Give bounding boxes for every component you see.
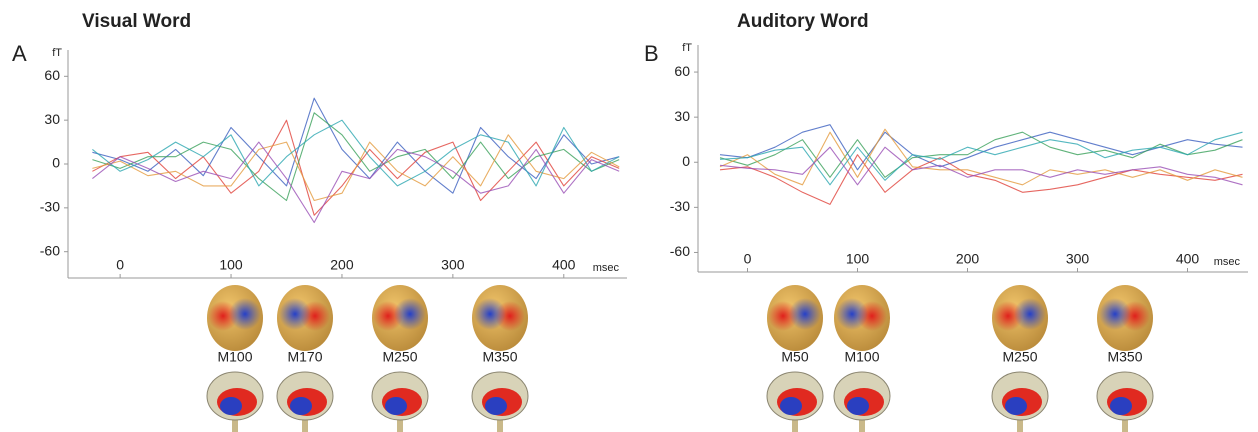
component-label: M100 <box>217 349 252 365</box>
trace <box>92 142 619 222</box>
component-label: M100 <box>844 349 879 365</box>
field-blue <box>1014 298 1046 330</box>
activation-blue <box>290 397 312 415</box>
y-tick-label: 60 <box>44 67 60 83</box>
activation-blue <box>1110 397 1132 415</box>
trace <box>720 132 1243 177</box>
chart-title: Auditory Word <box>737 11 869 32</box>
field-blue <box>279 298 311 330</box>
y-tick-label: 0 <box>682 153 690 169</box>
y-tick-label: 60 <box>674 63 690 79</box>
activation-blue <box>1005 397 1027 415</box>
x-axis-label: msec <box>593 262 620 274</box>
topography <box>277 285 333 351</box>
topography <box>372 285 428 351</box>
field-blue <box>836 298 868 330</box>
trace <box>720 129 1243 185</box>
x-tick-label: 200 <box>956 251 980 267</box>
field-blue <box>1099 298 1131 330</box>
figure: Visual WordAfTmsec-60-300306001002003004… <box>0 0 1258 432</box>
component-label: M250 <box>1002 349 1037 365</box>
x-tick-label: 100 <box>846 251 870 267</box>
y-axis-label: fT <box>52 47 62 59</box>
topography <box>767 285 823 351</box>
panel-label: B <box>644 41 659 66</box>
y-tick-label: -60 <box>40 242 60 258</box>
y-tick-label: 0 <box>52 155 60 171</box>
y-tick-label: 30 <box>674 108 690 124</box>
trace <box>720 155 1243 205</box>
x-tick-label: 400 <box>552 257 576 273</box>
topography <box>992 285 1048 351</box>
x-tick-label: 300 <box>1066 251 1090 267</box>
activation-blue <box>780 397 802 415</box>
brain <box>834 372 890 432</box>
topography <box>207 285 263 351</box>
brain <box>472 372 528 432</box>
panel-label: A <box>12 41 27 66</box>
brain <box>372 372 428 432</box>
x-axis-label: msec <box>1214 256 1241 268</box>
brain <box>992 372 1048 432</box>
y-tick-label: -30 <box>670 198 690 214</box>
x-tick-label: 100 <box>219 257 243 273</box>
brain <box>1097 372 1153 432</box>
field-blue <box>789 298 821 330</box>
chart-title: Visual Word <box>82 11 191 32</box>
x-tick-label: 400 <box>1176 251 1200 267</box>
x-tick-label: 300 <box>441 257 465 273</box>
brain <box>207 372 263 432</box>
y-axis-label: fT <box>682 42 692 54</box>
x-tick-label: 200 <box>330 257 354 273</box>
topography <box>834 285 890 351</box>
brain <box>277 372 333 432</box>
component-label: M350 <box>482 349 517 365</box>
field-blue <box>474 298 506 330</box>
topography <box>472 285 528 351</box>
field-blue <box>394 298 426 330</box>
activation-blue <box>385 397 407 415</box>
activation-blue <box>485 397 507 415</box>
activation-blue <box>847 397 869 415</box>
topography <box>1097 285 1153 351</box>
component-label: M170 <box>287 349 322 365</box>
component-label: M50 <box>781 349 808 365</box>
x-tick-label: 0 <box>116 257 124 273</box>
y-tick-label: -60 <box>670 243 690 259</box>
y-tick-label: 30 <box>44 111 60 127</box>
component-label: M250 <box>382 349 417 365</box>
component-label: M350 <box>1107 349 1142 365</box>
field-blue <box>229 298 261 330</box>
activation-blue <box>220 397 242 415</box>
x-tick-label: 0 <box>744 251 752 267</box>
brain <box>767 372 823 432</box>
y-tick-label: -30 <box>40 199 60 215</box>
